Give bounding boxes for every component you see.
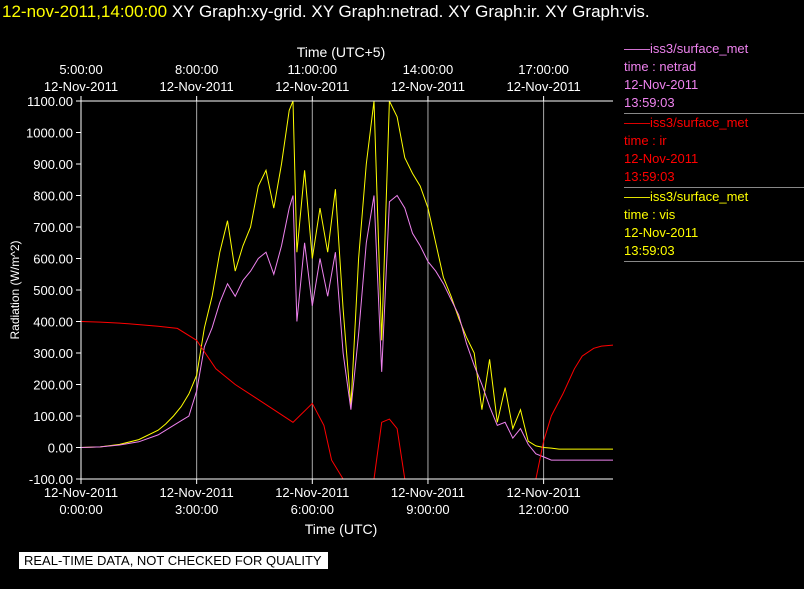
quality-notice: REAL-TIME DATA, NOT CHECKED FOR QUALITY — [19, 552, 328, 569]
legend-station: ——iss3/surface_met — [624, 41, 749, 56]
y-tick-label: 300.00 — [33, 346, 73, 361]
x-tick-label: 9:00:00 — [406, 502, 449, 517]
top-x-tick-label: 14:00:00 — [403, 62, 454, 77]
legend-variable: time : vis — [624, 207, 676, 222]
top-x-tick-label: 12-Nov-2011 — [391, 79, 465, 94]
top-x-tick-label: 12-Nov-2011 — [275, 79, 349, 94]
x-tick-label: 12-Nov-2011 — [507, 485, 581, 500]
y-tick-label: 500.00 — [33, 283, 73, 298]
series-line — [81, 194, 613, 461]
x-axis-title: Time (UTC) — [305, 521, 378, 537]
legend-time: 13:59:03 — [624, 169, 675, 184]
x-tick-label: 12-Nov-2011 — [160, 485, 234, 500]
y-tick-label: 600.00 — [33, 252, 73, 267]
top-x-tick-label: 12-Nov-2011 — [160, 79, 234, 94]
legend: ——iss3/surface_met time : netrad 12-Nov-20… — [624, 40, 804, 262]
x-tick-label: 12-Nov-2011 — [275, 485, 349, 500]
y-tick-label: 1100.00 — [27, 94, 73, 109]
x-tick-label: 12-Nov-2011 — [391, 485, 465, 500]
series-line — [81, 101, 613, 450]
x-tick-label: 12-Nov-2011 — [44, 485, 118, 500]
legend-variable: time : netrad — [624, 59, 697, 74]
series-line — [81, 321, 613, 479]
y-tick-label: 1000.00 — [26, 126, 73, 141]
x-tick-label: 6:00:00 — [291, 502, 334, 517]
y-tick-label: 900.00 — [33, 157, 73, 172]
top-x-tick-label: 8:00:00 — [175, 62, 218, 77]
header-timestamp: 12-nov-2011,14:00:00 — [2, 2, 168, 21]
legend-date: 12-Nov-2011 — [624, 77, 699, 92]
y-tick-label: 800.00 — [33, 189, 73, 204]
legend-date: 12-Nov-2011 — [624, 151, 699, 166]
legend-variable: time : ir — [624, 133, 667, 148]
legend-time: 13:59:03 — [624, 243, 675, 258]
y-tick-label: -100.00 — [29, 472, 73, 487]
top-x-tick-label: 17:00:00 — [518, 62, 569, 77]
legend-station: ——iss3/surface_met — [624, 189, 749, 204]
y-tick-label: 400.00 — [33, 315, 73, 330]
x-tick-label: 0:00:00 — [59, 502, 102, 517]
top-x-tick-label: 11:00:00 — [287, 62, 337, 77]
y-tick-label: 700.00 — [33, 220, 73, 235]
y-tick-label: 200.00 — [33, 378, 73, 393]
y-tick-label: 100.00 — [33, 409, 73, 424]
legend-time: 13:59:03 — [624, 95, 675, 110]
legend-station: ——iss3/surface_met — [624, 115, 749, 130]
top-x-tick-label: 5:00:00 — [59, 62, 102, 77]
top-x-axis-title: Time (UTC+5) — [297, 44, 386, 60]
header-title: 12-nov-2011,14:00:00 XY Graph:xy-grid. X… — [2, 2, 650, 22]
header-graph-list: XY Graph:xy-grid. XY Graph:netrad. XY Gr… — [171, 2, 650, 21]
legend-date: 12-Nov-2011 — [624, 225, 699, 240]
top-x-tick-label: 12-Nov-2011 — [507, 79, 581, 94]
top-x-tick-label: 12-Nov-2011 — [44, 79, 118, 94]
y-tick-label: 0.00 — [48, 441, 73, 456]
y-axis-title: Radiation (W/m^2) — [8, 241, 22, 340]
x-tick-label: 3:00:00 — [175, 502, 218, 517]
x-tick-label: 12:00:00 — [518, 502, 569, 517]
